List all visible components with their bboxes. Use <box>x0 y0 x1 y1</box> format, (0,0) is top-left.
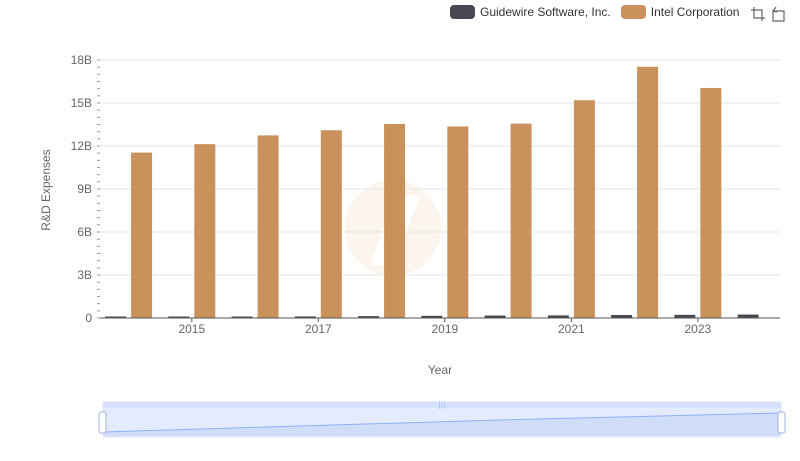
x-tick-label: 2021 <box>558 322 585 336</box>
data-zoom-slider[interactable]: ||| <box>98 401 786 438</box>
bar-guidewire-2018[interactable] <box>358 316 380 318</box>
bar-intel-2023[interactable] <box>700 87 722 318</box>
bar-intel-2019[interactable] <box>447 126 469 318</box>
data-zoom-handle-left[interactable] <box>98 411 107 434</box>
zoom-select-icon[interactable] <box>749 5 767 23</box>
data-zoom-preview-line <box>103 412 781 433</box>
bar-intel-2016[interactable] <box>257 135 279 318</box>
bar-intel-2014[interactable] <box>131 152 153 318</box>
bar-intel-2018[interactable] <box>384 123 406 318</box>
x-tick-label: 2023 <box>685 322 712 336</box>
bar-guidewire-2023[interactable] <box>674 314 696 318</box>
bar-intel-2017[interactable] <box>320 130 342 318</box>
bar-guidewire-2020[interactable] <box>484 315 506 318</box>
bar-guidewire-2024[interactable] <box>737 314 759 318</box>
bar-intel-2015[interactable] <box>194 144 216 318</box>
bar-intel-2022[interactable] <box>637 66 659 318</box>
legend-item-guidewire[interactable]: Guidewire Software, Inc. <box>450 5 611 19</box>
legend-item-intel[interactable]: Intel Corporation <box>620 5 740 19</box>
y-tick-label: 9B <box>77 182 92 196</box>
data-zoom-grip-icon[interactable]: ||| <box>438 401 445 409</box>
bar-guidewire-2021[interactable] <box>547 315 569 318</box>
y-tick-label: 15B <box>71 96 92 110</box>
legend-label-intel: Intel Corporation <box>650 5 740 19</box>
legend-swatch-guidewire <box>450 5 475 19</box>
y-tick-label: 0 <box>85 311 92 325</box>
x-axis-label: Year <box>428 363 452 377</box>
x-tick-label: 2015 <box>178 322 205 336</box>
data-zoom-handle-right[interactable] <box>777 411 786 434</box>
legend-label-guidewire: Guidewire Software, Inc. <box>480 5 611 19</box>
bar-intel-2020[interactable] <box>510 123 532 318</box>
bar-guidewire-2017[interactable] <box>294 316 316 318</box>
x-tick-label: 2019 <box>431 322 458 336</box>
bar-intel-2021[interactable] <box>573 100 595 318</box>
toolbox <box>747 5 787 23</box>
x-tick-label: 2017 <box>305 322 332 336</box>
y-tick-label: 12B <box>71 139 92 153</box>
data-zoom-top-bar[interactable] <box>103 402 781 408</box>
legend: Guidewire Software, Inc. Intel Corporati… <box>450 3 749 21</box>
bar-guidewire-2016[interactable] <box>231 316 253 319</box>
legend-swatch-intel <box>620 5 646 19</box>
y-tick-label: 3B <box>77 268 92 282</box>
y-axis-label: R&D Expenses <box>39 149 53 230</box>
bar-guidewire-2014[interactable] <box>105 316 127 319</box>
bar-guidewire-2015[interactable] <box>168 316 190 319</box>
bar-guidewire-2022[interactable] <box>611 314 633 318</box>
y-tick-label: 18B <box>71 53 92 67</box>
bar-guidewire-2019[interactable] <box>421 315 443 318</box>
data-zoom-preview-area <box>104 413 780 436</box>
restore-icon[interactable] <box>769 5 787 23</box>
y-tick-label: 6B <box>77 225 92 239</box>
